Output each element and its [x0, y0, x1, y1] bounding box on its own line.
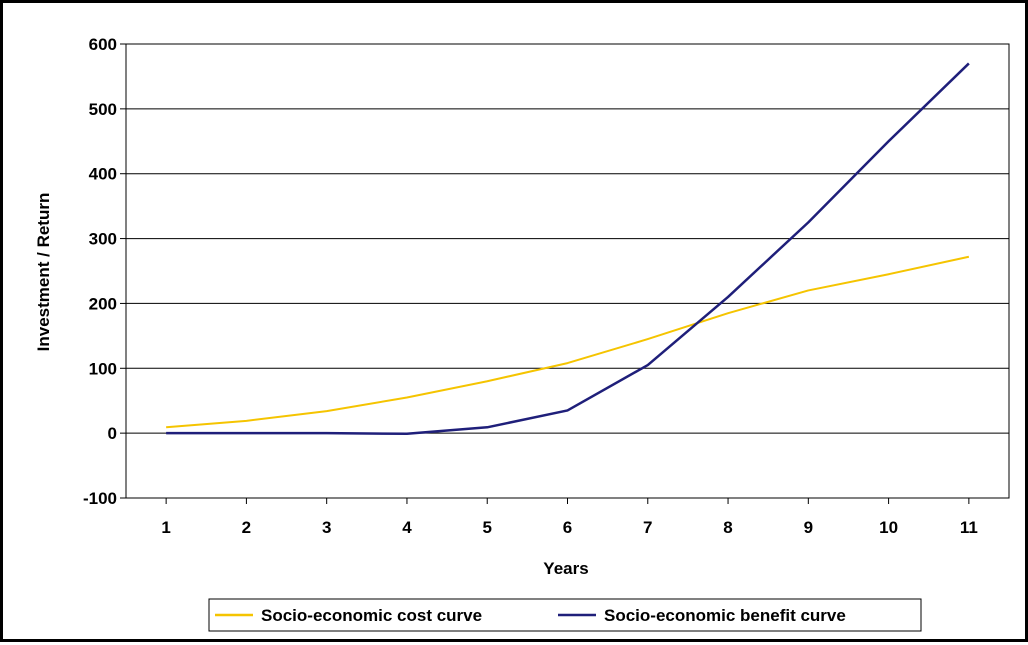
y-tick-label: 500 [89, 100, 117, 119]
legend-label: Socio-economic benefit curve [604, 606, 846, 625]
y-tick-label: 100 [89, 359, 117, 378]
y-tick-label: 0 [108, 424, 117, 443]
x-tick-label: 1 [161, 518, 170, 537]
series-lines [166, 62, 970, 436]
y-tick-label: 200 [89, 294, 117, 313]
x-tick-label: 4 [402, 518, 412, 537]
legend-label: Socio-economic cost curve [261, 606, 482, 625]
x-axis-ticks: 1 2 3 4 5 6 7 8 9 10 11 [161, 498, 978, 537]
series-line-cost [166, 255, 970, 429]
x-tick-label: 8 [723, 518, 732, 537]
x-tick-label: 9 [804, 518, 813, 537]
series-line-benefit [166, 62, 970, 436]
x-tick-label: 11 [960, 518, 978, 537]
x-tick-label: 3 [322, 518, 331, 537]
y-axis-ticks: -100 0 100 200 300 400 500 600 [83, 35, 126, 508]
line-chart: -100 0 100 200 300 400 500 600 1 2 3 4 5 6 7 8 9 10 11 In… [34, 35, 1010, 632]
plot-area [125, 43, 1010, 499]
y-tick-label: 300 [89, 230, 117, 249]
x-axis-title: Years [543, 559, 588, 578]
y-tick-label: -100 [83, 489, 117, 508]
gridlines [126, 43, 1009, 499]
y-axis-title: Investment / Return [34, 193, 53, 352]
x-tick-label: 10 [879, 518, 898, 537]
x-tick-label: 5 [482, 518, 491, 537]
y-tick-label: 400 [89, 165, 117, 184]
legend: Socio-economic cost curve Socio-economic … [208, 598, 922, 632]
x-tick-label: 7 [643, 518, 652, 537]
x-tick-label: 6 [563, 518, 572, 537]
x-tick-label: 2 [242, 518, 251, 537]
y-tick-label: 600 [89, 35, 117, 54]
